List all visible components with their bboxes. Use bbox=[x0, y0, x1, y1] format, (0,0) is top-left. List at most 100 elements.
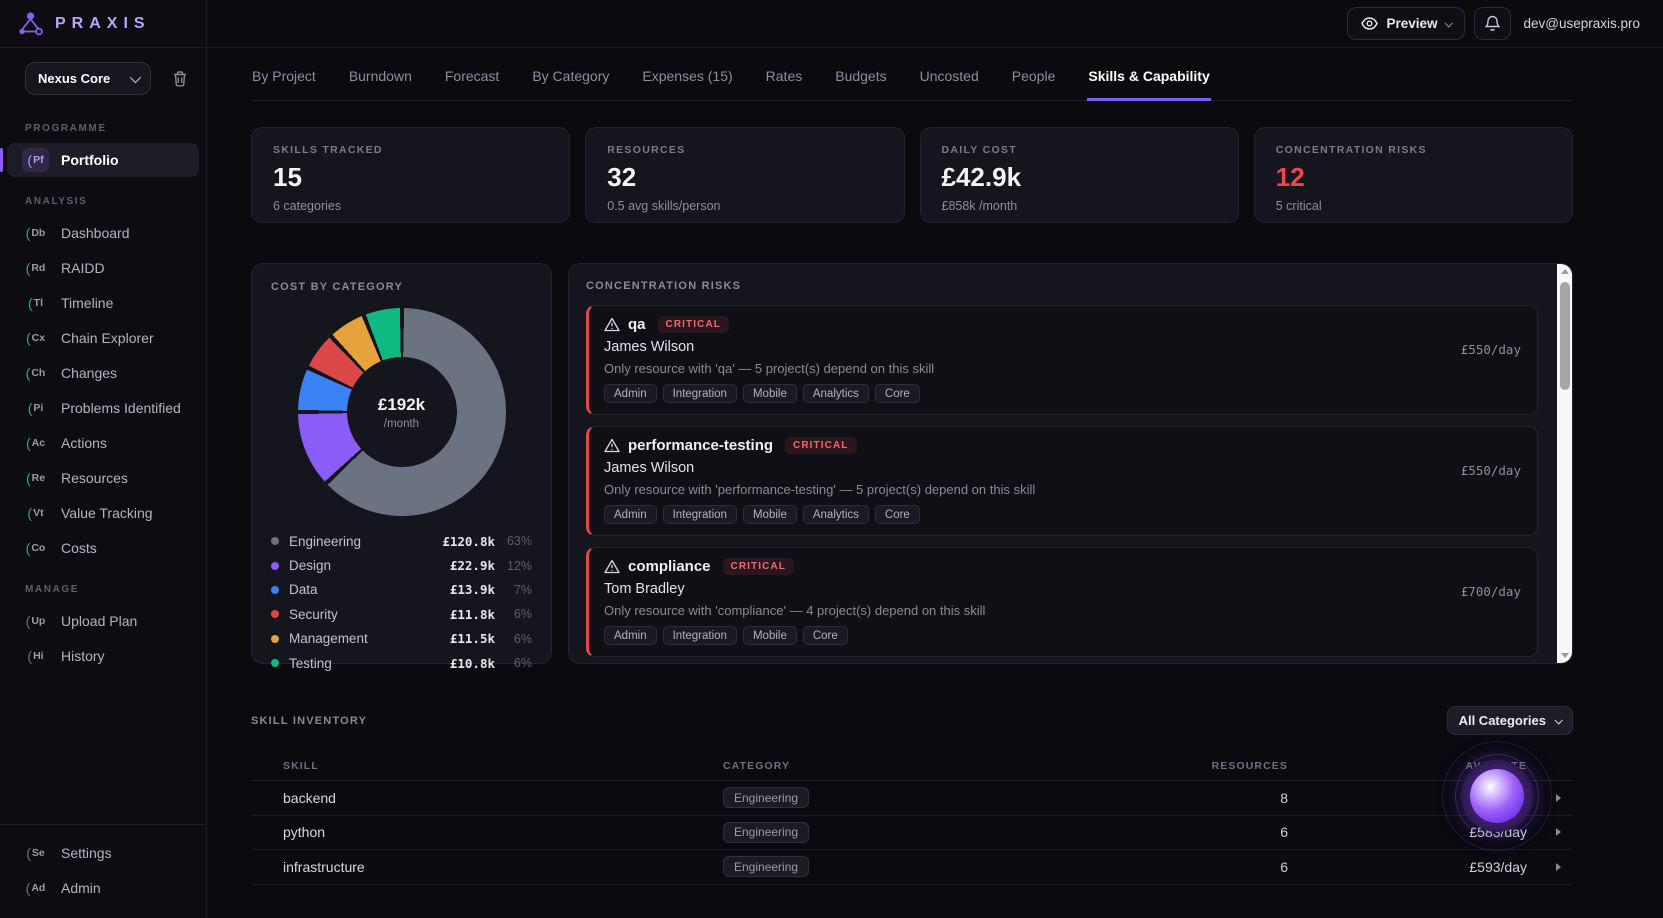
project-select[interactable]: Nexus Core bbox=[25, 62, 151, 95]
legend-row: Testing £10.8k 6% bbox=[271, 651, 532, 675]
category-chip: Engineering bbox=[723, 787, 810, 809]
tab-rates[interactable]: Rates bbox=[765, 68, 803, 84]
category-filter-value: All Categories bbox=[1458, 713, 1546, 728]
tab-forecast[interactable]: Forecast bbox=[444, 68, 500, 84]
chevron-down-icon bbox=[1554, 715, 1563, 725]
sidebar-item-timeline[interactable]: (Tl Timeline bbox=[7, 286, 199, 320]
sidebar-nav: PROGRAMME (Pf Portfolio ANALYSIS (Db Dash… bbox=[0, 101, 206, 824]
expand-row-caret[interactable] bbox=[1556, 828, 1561, 837]
risk-skill-name: qa bbox=[628, 316, 646, 333]
chevron-down-icon bbox=[1444, 18, 1454, 28]
risk-project-tags: Admin Integration Mobile Analytics Core bbox=[604, 505, 1521, 524]
assistant-orb-button[interactable] bbox=[1442, 741, 1552, 851]
costs-icon: (Co bbox=[25, 540, 46, 556]
notifications-button[interactable] bbox=[1474, 7, 1512, 40]
tab-skills-capability[interactable]: Skills & Capability bbox=[1087, 58, 1211, 101]
risk-person: James Wilson bbox=[604, 460, 695, 476]
settings-icon: (Se bbox=[26, 845, 45, 861]
user-email[interactable]: dev@usepraxis.pro bbox=[1523, 16, 1640, 31]
upload-plan-icon: (Up bbox=[25, 613, 46, 629]
stat-label: DAILY COST bbox=[941, 144, 1017, 156]
sidebar-item-upload-plan[interactable]: (Up Upload Plan bbox=[7, 604, 199, 638]
sidebar-item-problems-identified[interactable]: (Pi Problems Identified bbox=[7, 391, 199, 425]
tab-budgets[interactable]: Budgets bbox=[835, 68, 887, 84]
donut-center-value: £192k bbox=[377, 394, 426, 414]
sidebar-item-label: Value Tracking bbox=[61, 505, 153, 521]
table-row-infrastructure[interactable]: infrastructure Engineering 6 £593/day bbox=[251, 850, 1573, 885]
sidebar-item-actions[interactable]: (Ac Actions bbox=[7, 426, 199, 460]
sidebar-item-label: Upload Plan bbox=[61, 613, 138, 629]
legend-row: Management £11.5k 6% bbox=[271, 627, 532, 651]
cost-by-category-title: COST BY CATEGORY bbox=[271, 281, 404, 293]
sidebar-item-admin[interactable]: (Ad Admin bbox=[7, 871, 199, 905]
sidebar-item-costs[interactable]: (Co Costs bbox=[7, 531, 199, 565]
stat-sub: 5 critical bbox=[1275, 199, 1322, 213]
scrollbar-down-arrow[interactable] bbox=[1560, 653, 1569, 658]
sidebar-item-dashboard[interactable]: (Db Dashboard bbox=[7, 216, 199, 250]
tab-burndown[interactable]: Burndown bbox=[348, 68, 412, 84]
stat-card-concentration-risks: CONCENTRATION RISKS 12 5 critical bbox=[1253, 127, 1573, 223]
donut-center: £192k /month bbox=[346, 357, 457, 467]
sidebar-item-settings[interactable]: (Se Settings bbox=[7, 836, 199, 870]
skill-cell: backend bbox=[283, 789, 336, 806]
sidebar-item-history[interactable]: (Hi History bbox=[7, 639, 199, 673]
sidebar-item-resources[interactable]: (Re Resources bbox=[7, 461, 199, 495]
delete-project-button[interactable] bbox=[172, 70, 188, 87]
charts-row: COST BY CATEGORY £192k /month Engineerin… bbox=[251, 263, 1573, 671]
risk-rate: £550/day bbox=[1460, 342, 1521, 357]
expand-row-caret[interactable] bbox=[1556, 862, 1561, 871]
risks-scrollbar[interactable] bbox=[1557, 264, 1572, 663]
dashboard-icon: (Db bbox=[25, 225, 46, 241]
sidebar-item-label: Chain Explorer bbox=[61, 330, 154, 346]
table-row-python[interactable]: python Engineering 6 £583/day bbox=[251, 816, 1573, 850]
icon-abbr: Pf bbox=[33, 154, 44, 166]
skill-inventory-section: SKILL INVENTORY All Categories SKILL CAT… bbox=[251, 706, 1573, 885]
category-filter-select[interactable]: All Categories bbox=[1446, 706, 1573, 735]
sidebar-item-label: Actions bbox=[61, 435, 107, 451]
resources-cell: 6 bbox=[1280, 858, 1288, 875]
changes-icon: (Ch bbox=[25, 365, 46, 381]
sidebar-item-label: Admin bbox=[61, 880, 101, 896]
risk-card-performance-testing: performance-testing CRITICAL James Wilso… bbox=[586, 426, 1538, 536]
risk-rate: £700/day bbox=[1460, 584, 1521, 599]
tab-people[interactable]: People bbox=[1011, 68, 1056, 84]
donut-center-sub: /month bbox=[383, 417, 420, 430]
concentration-risks-panel: CONCENTRATION RISKS qa CRITICAL James Wi… bbox=[568, 263, 1573, 664]
sidebar-item-chain-explorer[interactable]: (Cx Chain Explorer bbox=[7, 321, 199, 355]
legend-dot bbox=[271, 659, 279, 668]
preview-button[interactable]: Preview bbox=[1347, 7, 1466, 40]
warning-icon bbox=[604, 438, 620, 453]
sidebar-item-label: Resources bbox=[61, 470, 128, 486]
project-tag: Admin bbox=[604, 626, 657, 645]
raidd-icon: (Rd bbox=[25, 260, 46, 276]
tab-expenses[interactable]: Expenses (15) bbox=[642, 68, 733, 84]
history-icon: (Hi bbox=[27, 648, 44, 664]
cost-donut-chart: £192k /month bbox=[297, 308, 506, 516]
skill-cell: infrastructure bbox=[283, 858, 365, 875]
concentration-risks-title: CONCENTRATION RISKS bbox=[586, 280, 742, 292]
severity-badge: CRITICAL bbox=[722, 558, 794, 575]
orb-inner-ring bbox=[1455, 754, 1539, 838]
chevron-down-icon bbox=[129, 71, 142, 83]
resources-cell: 6 bbox=[1280, 824, 1288, 841]
sidebar-item-changes[interactable]: (Ch Changes bbox=[7, 356, 199, 390]
risk-person: Tom Bradley bbox=[604, 581, 685, 597]
project-tag: Integration bbox=[662, 384, 737, 403]
scrollbar-up-arrow[interactable] bbox=[1560, 269, 1569, 274]
stat-sub: 0.5 avg skills/person bbox=[607, 199, 721, 213]
tab-by-project[interactable]: By Project bbox=[252, 68, 316, 84]
sidebar-item-label: RAIDD bbox=[61, 260, 105, 276]
sidebar-item-portfolio[interactable]: (Pf Portfolio bbox=[0, 143, 199, 177]
risk-skill-name: compliance bbox=[628, 558, 711, 575]
cost-by-category-card: COST BY CATEGORY £192k /month Engineerin… bbox=[251, 263, 552, 671]
sidebar-item-raidd[interactable]: (Rd RAIDD bbox=[7, 251, 199, 285]
project-tag: Core bbox=[874, 384, 920, 403]
project-tag: Integration bbox=[662, 505, 737, 524]
sidebar-item-value-tracking[interactable]: (Vt Value Tracking bbox=[7, 496, 199, 530]
tab-by-category[interactable]: By Category bbox=[532, 68, 610, 84]
scrollbar-thumb[interactable] bbox=[1559, 282, 1570, 390]
project-tag: Mobile bbox=[742, 384, 797, 403]
tab-uncosted[interactable]: Uncosted bbox=[919, 68, 979, 84]
expand-row-caret[interactable] bbox=[1556, 793, 1561, 802]
table-row-backend[interactable]: backend Engineering 8 £593/day bbox=[251, 781, 1573, 816]
